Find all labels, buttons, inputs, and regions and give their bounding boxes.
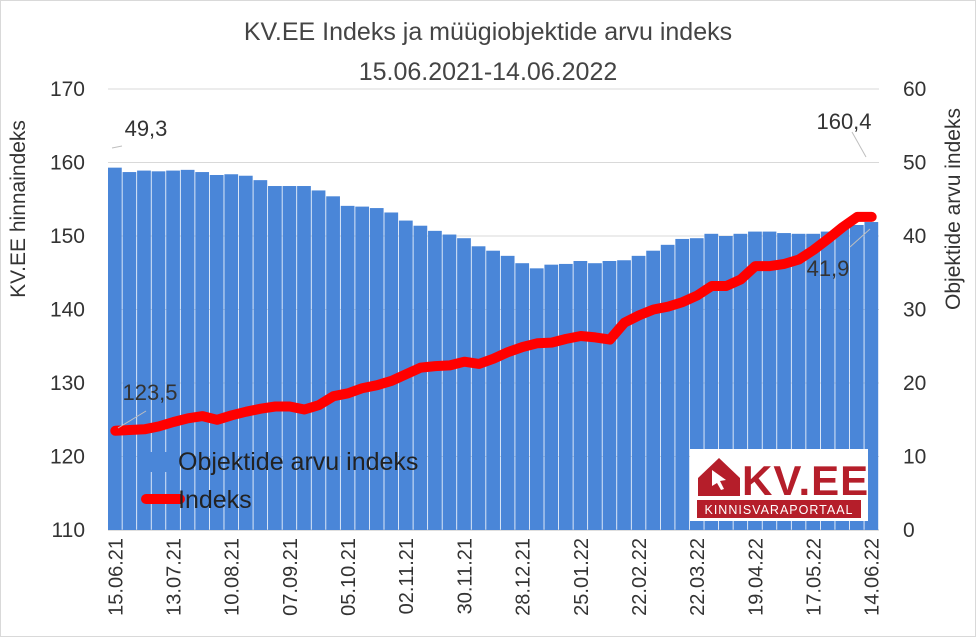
bar bbox=[224, 174, 239, 530]
x-axis-ticks: 15.06.21 13.07.21 10.08.21 07.09.21 05.10.21… bbox=[105, 538, 883, 616]
left-tick-label: 140 bbox=[50, 299, 85, 322]
left-tick-label: 170 bbox=[50, 78, 85, 101]
left-tick-label: 110 bbox=[52, 519, 85, 542]
x-tick-label: 30.11.21 bbox=[454, 538, 476, 614]
bar bbox=[268, 186, 282, 530]
right-tick-label: 20 bbox=[903, 372, 926, 395]
bar bbox=[471, 246, 486, 531]
bar bbox=[151, 171, 166, 530]
bar bbox=[660, 244, 675, 530]
bar bbox=[369, 208, 384, 530]
chart-title: KV.EE Indeks ja müügiobjektide arvu inde… bbox=[244, 18, 732, 46]
right-axis-label: Objektide arvu indeks bbox=[942, 108, 965, 310]
data-label-line-last: 160,4 bbox=[816, 109, 871, 134]
bar bbox=[675, 238, 690, 530]
legend-bar-label: Objektide arvu indeks bbox=[178, 448, 418, 476]
legend-bar-swatch bbox=[150, 452, 178, 472]
data-label-line-first: 123,5 bbox=[122, 380, 177, 405]
bar bbox=[646, 250, 660, 530]
x-tick-label: 15.06.21 bbox=[105, 538, 127, 616]
bar bbox=[384, 212, 399, 531]
data-label-bar-first: 49,3 bbox=[125, 116, 168, 141]
bar bbox=[428, 230, 442, 531]
right-tick-label: 40 bbox=[903, 225, 926, 248]
bar bbox=[573, 260, 588, 530]
bar bbox=[238, 175, 253, 531]
x-tick-label: 02.11.21 bbox=[396, 538, 418, 614]
right-tick-label: 50 bbox=[903, 152, 926, 175]
bar bbox=[529, 268, 544, 530]
bar bbox=[558, 263, 573, 530]
left-tick-label: 160 bbox=[50, 152, 85, 175]
bar bbox=[282, 186, 297, 530]
data-label-leader-bar-first bbox=[111, 145, 123, 149]
left-axis-label: KV.EE hinnaindeks bbox=[7, 120, 30, 298]
data-label-leader-line-first bbox=[117, 410, 147, 429]
data-label-bar-last: 41,9 bbox=[807, 256, 850, 281]
bar bbox=[209, 174, 224, 530]
logo-tagline-bar bbox=[697, 500, 861, 518]
right-tick-label: 10 bbox=[903, 446, 926, 469]
left-axis-ticks: 110 120 130 140 150 160 170 bbox=[50, 78, 85, 542]
bar bbox=[297, 186, 311, 530]
right-tick-label: 60 bbox=[903, 78, 926, 101]
logo-tagline-text: KINNISVARAPORTAAL bbox=[705, 503, 854, 517]
x-tick-label: 28.12.21 bbox=[513, 538, 535, 616]
kv-ee-logo: KV.EE KINNISVARAPORTAAL bbox=[690, 449, 869, 521]
x-tick-label: 13.07.21 bbox=[164, 538, 186, 616]
bar bbox=[108, 167, 122, 530]
bar bbox=[340, 205, 355, 531]
bar bbox=[137, 170, 151, 530]
bar bbox=[326, 196, 340, 530]
bar bbox=[544, 264, 559, 530]
bar bbox=[457, 238, 471, 530]
house-icon bbox=[698, 458, 740, 496]
x-tick-label: 19.04.22 bbox=[745, 538, 767, 616]
legend-line-label: Indeks bbox=[178, 486, 252, 514]
bar bbox=[617, 260, 631, 530]
bar bbox=[486, 250, 500, 530]
logo-brand-text: KV.EE bbox=[742, 457, 869, 504]
x-tick-label: 05.10.21 bbox=[338, 538, 360, 616]
bar bbox=[180, 169, 195, 530]
left-tick-label: 150 bbox=[50, 225, 85, 248]
bar bbox=[253, 180, 268, 530]
left-tick-label: 120 bbox=[50, 446, 85, 469]
x-tick-label: 07.09.21 bbox=[280, 538, 302, 616]
bar bbox=[442, 234, 457, 530]
x-tick-label: 22.03.22 bbox=[687, 538, 709, 616]
x-tick-label: 14.06.22 bbox=[862, 538, 884, 616]
x-tick-label: 22.02.22 bbox=[629, 538, 651, 616]
left-tick-label: 130 bbox=[50, 372, 85, 395]
right-tick-label: 0 bbox=[903, 519, 915, 542]
bar bbox=[311, 190, 326, 530]
data-label-leader-bar-last bbox=[849, 228, 871, 248]
bar bbox=[355, 206, 370, 530]
bar bbox=[602, 260, 617, 530]
chart-subtitle: 15.06.2021-14.06.2022 bbox=[359, 58, 618, 86]
data-label-leader-line-last bbox=[851, 131, 867, 158]
index-line bbox=[110, 211, 877, 436]
legend: Objektide arvu indeks Indeks bbox=[141, 448, 418, 514]
bar bbox=[122, 172, 137, 530]
bar bbox=[515, 263, 530, 530]
bar bbox=[195, 172, 210, 530]
bar bbox=[166, 170, 180, 530]
x-tick-label: 25.01.22 bbox=[571, 538, 593, 616]
x-tick-label: 17.05.22 bbox=[804, 538, 826, 616]
bar bbox=[413, 225, 428, 530]
bar bbox=[500, 255, 515, 530]
x-tick-label: 10.08.21 bbox=[222, 538, 244, 616]
right-axis-ticks: 0 10 20 30 40 50 60 bbox=[903, 78, 926, 542]
bar bbox=[631, 255, 646, 530]
bar bbox=[588, 263, 602, 530]
right-tick-label: 30 bbox=[903, 299, 926, 322]
